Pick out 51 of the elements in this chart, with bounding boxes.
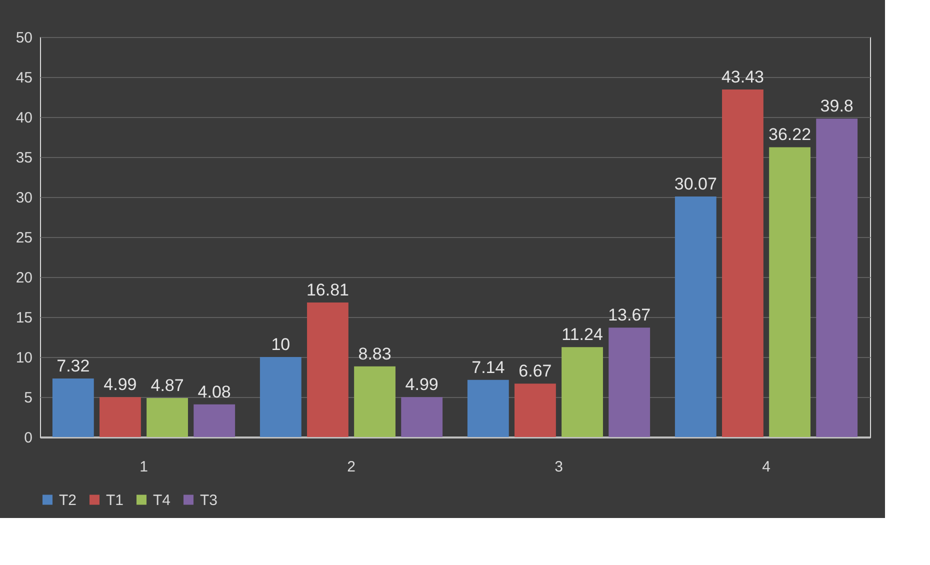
data-label: 4.99 xyxy=(104,375,137,394)
data-label: 4.99 xyxy=(405,375,438,394)
bar xyxy=(816,118,858,437)
y-tick-label: 25 xyxy=(16,230,32,246)
data-label: 6.67 xyxy=(518,362,552,381)
y-tick-label: 5 xyxy=(24,390,32,406)
data-label: 10 xyxy=(271,335,290,354)
bar xyxy=(100,397,141,437)
bar xyxy=(467,380,509,437)
data-label: 7.32 xyxy=(56,356,90,376)
data-label: 43.43 xyxy=(721,68,764,87)
x-tick-label: 1 xyxy=(140,458,148,476)
y-tick-label: 45 xyxy=(16,70,32,86)
y-tick-label: 20 xyxy=(16,270,32,286)
y-tick-label: 30 xyxy=(16,190,32,206)
data-label: 30.07 xyxy=(674,174,717,194)
bar xyxy=(769,147,810,437)
y-tick-label: 15 xyxy=(16,310,32,326)
data-label: 8.83 xyxy=(358,344,392,364)
data-label: 16.81 xyxy=(306,280,349,300)
bar xyxy=(260,357,302,437)
x-tick-label: 2 xyxy=(347,458,356,476)
y-tick-label: 0 xyxy=(24,430,32,446)
y-tick-label: 50 xyxy=(16,30,32,46)
legend-label: T4 xyxy=(153,492,171,509)
x-tick-label: 4 xyxy=(762,458,770,476)
data-label: 13.67 xyxy=(608,306,651,325)
bar xyxy=(562,347,603,437)
legend-label: T2 xyxy=(59,492,77,509)
data-label: 4.08 xyxy=(198,382,231,402)
x-tick-label: 3 xyxy=(554,458,563,476)
data-label: 4.87 xyxy=(150,376,184,396)
bar xyxy=(354,366,396,437)
bar xyxy=(194,404,236,437)
bar xyxy=(722,90,764,437)
data-label: 39.8 xyxy=(820,96,854,116)
y-tick-label: 35 xyxy=(16,150,32,166)
data-label: 7.14 xyxy=(472,358,505,377)
data-label: 36.22 xyxy=(768,125,812,144)
bar xyxy=(514,384,556,437)
y-tick-label: 40 xyxy=(16,110,32,126)
bar xyxy=(401,397,443,437)
bar xyxy=(146,398,188,437)
legend-label: T3 xyxy=(200,492,218,509)
data-label: 11.24 xyxy=(562,325,603,344)
y-tick-label: 10 xyxy=(16,350,32,366)
bar xyxy=(674,196,716,437)
bar xyxy=(307,302,348,437)
bar xyxy=(608,328,650,437)
legend-label: T1 xyxy=(106,492,124,509)
bar xyxy=(52,378,94,437)
